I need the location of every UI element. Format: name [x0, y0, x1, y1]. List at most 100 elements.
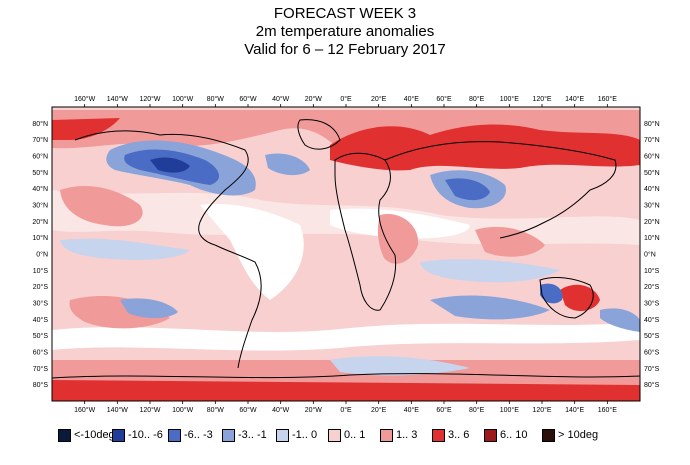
legend: <-10deg -10.. -6 -6.. -3 -3.. -1 -1.. 0 0.. 1… [58, 427, 658, 443]
legend-swatch [328, 428, 341, 442]
lat-tick-left: 80°N [32, 120, 48, 128]
legend-item: 6.. 10 [484, 427, 528, 443]
lat-tick-left: 40°N [32, 185, 48, 193]
lon-tick-top: 40°W [272, 95, 290, 103]
legend-label: -10.. -6 [128, 429, 163, 441]
lon-tick-top: 80°E [469, 95, 485, 103]
lat-tick-left: 60°N [32, 153, 48, 161]
legend-swatch [222, 428, 235, 442]
legend-label: -3.. -1 [238, 429, 267, 441]
lat-tick-left: 20°N [32, 218, 48, 226]
lon-tick-bottom: 100°W [172, 406, 193, 414]
legend-label: 0.. 1 [344, 429, 366, 441]
lat-tick-left: 60°S [33, 349, 49, 357]
lat-tick-right: 50°S [644, 332, 660, 340]
lat-tick-right: 10°N [644, 234, 660, 242]
lat-tick-right: 60°N [644, 153, 660, 161]
lon-tick-bottom: 120°E [532, 406, 551, 414]
lon-tick-top: 160°W [74, 95, 95, 103]
lat-tick-left: 70°S [33, 365, 49, 373]
anomaly-field [52, 107, 640, 401]
graticule-labels: 160°W 160°W 140°W 140°W 120°W 120°W 100°W 100°W… [32, 95, 659, 414]
lon-tick-top: 120°E [532, 95, 551, 103]
lon-tick-bottom: 20°W [305, 406, 323, 414]
legend-label: -6.. -3 [184, 429, 213, 441]
lat-tick-left: 50°S [33, 332, 49, 340]
legend-label: 3.. 6 [448, 429, 470, 441]
lon-tick-bottom: 40°E [404, 406, 420, 414]
lat-tick-left: 10°N [32, 234, 48, 242]
legend-item: -6.. -3 [168, 427, 213, 443]
lat-tick-right: 0°N [644, 251, 656, 259]
legend-item: -3.. -1 [222, 427, 267, 443]
lon-tick-top: 60°W [239, 95, 257, 103]
lon-tick-bottom: 40°W [272, 406, 290, 414]
lon-tick-bottom: 160°E [598, 406, 617, 414]
lon-tick-top: 160°E [598, 95, 617, 103]
legend-swatch [168, 428, 181, 442]
lat-tick-left: 30°S [33, 300, 49, 308]
lat-tick-right: 40°N [644, 185, 660, 193]
lon-tick-top: 0°E [340, 95, 352, 103]
lat-tick-left: 30°N [32, 202, 48, 210]
lat-tick-right: 30°N [644, 202, 660, 210]
lat-tick-left: 50°N [32, 169, 48, 177]
lat-tick-left: 40°S [33, 316, 49, 324]
lon-tick-top: 120°W [139, 95, 160, 103]
legend-swatch [542, 428, 555, 442]
lat-tick-right: 50°N [644, 169, 660, 177]
lat-tick-right: 70°N [644, 136, 660, 144]
map-title: FORECAST WEEK 3 [273, 5, 417, 22]
lat-tick-right: 20°S [644, 283, 660, 291]
legend-label: > 10deg [558, 429, 599, 441]
lat-tick-right: 40°S [644, 316, 660, 324]
lon-tick-bottom: 160°W [74, 406, 95, 414]
legend-item: -1.. 0 [276, 427, 317, 443]
lon-tick-bottom: 60°E [436, 406, 452, 414]
lat-tick-left: 10°S [33, 267, 49, 275]
lat-tick-right: 80°S [644, 381, 660, 389]
lon-tick-bottom: 80°E [469, 406, 485, 414]
legend-swatch [58, 428, 71, 442]
legend-item: 0.. 1 [328, 427, 365, 443]
lon-tick-bottom: 100°E [500, 406, 519, 414]
legend-label: 1.. 3 [396, 429, 418, 441]
lon-tick-bottom: 80°W [207, 406, 225, 414]
lon-tick-top: 100°E [500, 95, 519, 103]
lat-tick-left: 80°S [33, 381, 49, 389]
lat-tick-right: 10°S [644, 267, 660, 275]
lat-tick-left: 20°S [33, 283, 49, 291]
lon-tick-bottom: 0°E [340, 406, 352, 414]
lat-tick-right: 80°N [644, 120, 660, 128]
lon-tick-top: 20°W [305, 95, 323, 103]
legend-swatch [432, 428, 445, 442]
lat-tick-left: 0°N [36, 251, 48, 259]
legend-label: <-10deg [74, 429, 115, 441]
lat-tick-right: 20°N [644, 218, 660, 226]
legend-swatch [380, 428, 393, 442]
validity-period: Valid for 6 – 12 February 2017 [244, 41, 446, 58]
lon-tick-top: 40°E [404, 95, 420, 103]
coastlines [52, 119, 640, 379]
legend-label: -1.. 0 [292, 429, 318, 441]
legend-item: <-10deg [58, 427, 115, 443]
lon-tick-bottom: 140°W [107, 406, 128, 414]
legend-swatch [276, 428, 289, 442]
map-subtitle: 2m temperature anomalies [255, 23, 435, 40]
lon-tick-top: 140°E [565, 95, 584, 103]
legend-item: > 10deg [542, 427, 598, 443]
lon-tick-top: 60°E [436, 95, 452, 103]
legend-item: -10.. -6 [112, 427, 163, 443]
lon-tick-top: 80°W [207, 95, 225, 103]
lat-tick-right: 70°S [644, 365, 660, 373]
legend-swatch [484, 428, 497, 442]
lon-tick-bottom: 120°W [139, 406, 160, 414]
lon-tick-bottom: 60°W [239, 406, 257, 414]
lat-tick-right: 30°S [644, 300, 660, 308]
lon-tick-bottom: 140°E [565, 406, 584, 414]
lat-tick-left: 70°N [32, 136, 48, 144]
legend-item: 3.. 6 [432, 427, 469, 443]
lon-tick-top: 100°W [172, 95, 193, 103]
lon-tick-top: 140°W [107, 95, 128, 103]
